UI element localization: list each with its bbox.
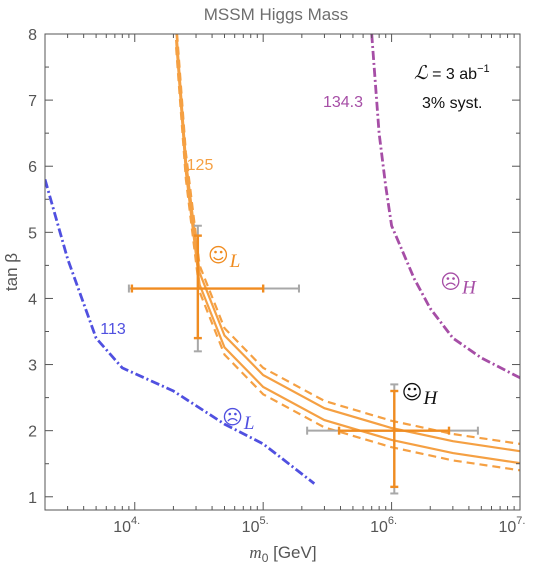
benchmark-face-icon: ☹ bbox=[222, 405, 243, 429]
benchmark-label-2: ☹L bbox=[222, 405, 254, 434]
lumi-exponent: −1 bbox=[477, 63, 490, 75]
curve-label-125: 125 bbox=[187, 157, 214, 174]
curves: 125 134.3 113 bbox=[45, 34, 520, 485]
x-tick-base: 10 bbox=[499, 519, 517, 536]
benchmark-label-3: ☺H bbox=[402, 380, 439, 409]
syst-annotation: 3% syst. bbox=[422, 95, 482, 112]
benchmark-subscript: H bbox=[422, 388, 438, 409]
curve-113 bbox=[45, 179, 316, 485]
y-tick-label: 8 bbox=[28, 27, 37, 44]
x-tick-label: 105. bbox=[242, 515, 269, 536]
curve-125-solid-0 bbox=[175, 39, 520, 465]
x-tick-exponent: 5. bbox=[259, 515, 268, 527]
curve-group bbox=[45, 34, 520, 485]
lumi-symbol: ℒ bbox=[414, 63, 429, 84]
x-axis-label-sub: 0 bbox=[262, 551, 269, 565]
chart-title: MSSM Higgs Mass bbox=[204, 5, 349, 24]
x-tick-base: 10 bbox=[113, 519, 131, 536]
x-axis-label: m0 [GeV] bbox=[249, 543, 316, 565]
x-tick-exponent: 4. bbox=[131, 515, 140, 527]
benchmark-subscript: L bbox=[229, 251, 241, 272]
y-tick-label: 5 bbox=[28, 225, 37, 242]
x-axis-label-main: m bbox=[249, 543, 261, 562]
benchmark-face-icon: ☺ bbox=[208, 243, 229, 267]
curve-125-solid-1 bbox=[175, 34, 520, 453]
y-tick-label: 6 bbox=[28, 159, 37, 176]
curve-label-134-3: 134.3 bbox=[323, 94, 363, 111]
x-tick-label: 107. bbox=[499, 515, 526, 536]
plot-frame bbox=[44, 33, 521, 511]
y-tick-label: 3 bbox=[28, 358, 37, 375]
benchmarks: ☺L☹H☹L☺H bbox=[127, 224, 479, 495]
x-tick-base: 10 bbox=[242, 519, 260, 536]
curve-134-3 bbox=[370, 34, 520, 380]
y-tick-label: 4 bbox=[28, 291, 37, 308]
y-tick-label: 7 bbox=[28, 93, 37, 110]
x-tick-exponent: 6. bbox=[388, 515, 397, 527]
benchmark-face-icon: ☺ bbox=[402, 380, 423, 404]
lumi-value: = 3 ab bbox=[428, 66, 477, 83]
benchmark-face-icon: ☹ bbox=[440, 270, 461, 294]
x-tick-exponent: 7. bbox=[516, 515, 525, 527]
y-tick-label: 2 bbox=[28, 424, 37, 441]
curve-label-113: 113 bbox=[100, 321, 126, 338]
x-tick-base: 10 bbox=[370, 519, 388, 536]
curve-125-dashed-1 bbox=[175, 34, 520, 445]
x-axis-label-unit: [GeV] bbox=[268, 543, 316, 562]
y-axis-label: tan β bbox=[2, 253, 21, 291]
y-tick-label: 1 bbox=[28, 490, 37, 507]
benchmark-subscript: H bbox=[461, 278, 477, 299]
benchmark-label-0: ☺L bbox=[208, 243, 240, 272]
x-tick-label: 104. bbox=[113, 515, 140, 536]
benchmark-label-1: ☹H bbox=[440, 270, 477, 299]
lumi-annotation: ℒ = 3 ab−1 bbox=[414, 63, 490, 84]
x-tick-label: 106. bbox=[370, 515, 397, 536]
benchmark-subscript: L bbox=[243, 413, 255, 434]
